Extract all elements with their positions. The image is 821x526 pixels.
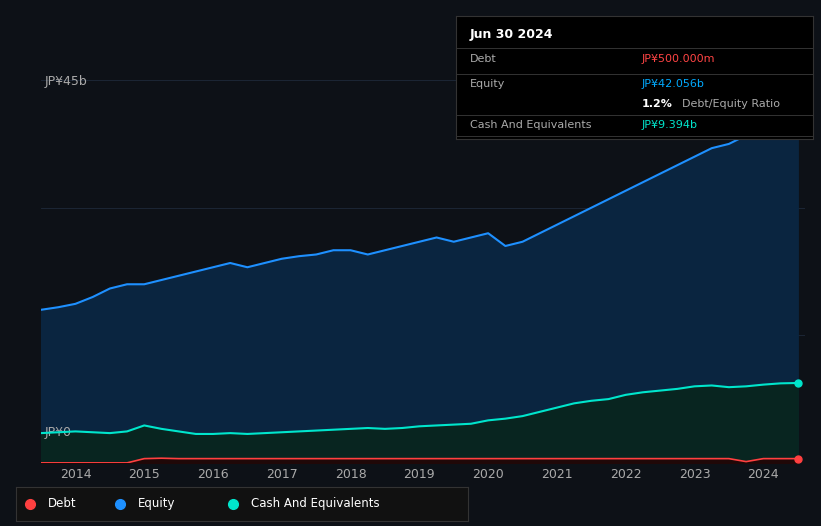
Text: Equity: Equity [139,497,176,510]
Text: Equity: Equity [470,79,505,89]
Text: JP¥42.056b: JP¥42.056b [641,79,704,89]
Text: JP¥0: JP¥0 [45,426,72,439]
Text: Jun 30 2024: Jun 30 2024 [470,28,553,41]
Text: JP¥500.000m: JP¥500.000m [641,54,715,64]
Text: Cash And Equivalents: Cash And Equivalents [251,497,380,510]
Text: 1.2%: 1.2% [641,98,672,108]
Text: Debt/Equity Ratio: Debt/Equity Ratio [682,98,781,108]
Text: Cash And Equivalents: Cash And Equivalents [470,119,591,129]
Text: Debt: Debt [470,54,497,64]
Text: JP¥9.394b: JP¥9.394b [641,119,697,129]
Text: JP¥45b: JP¥45b [45,75,88,88]
Text: Debt: Debt [48,497,76,510]
